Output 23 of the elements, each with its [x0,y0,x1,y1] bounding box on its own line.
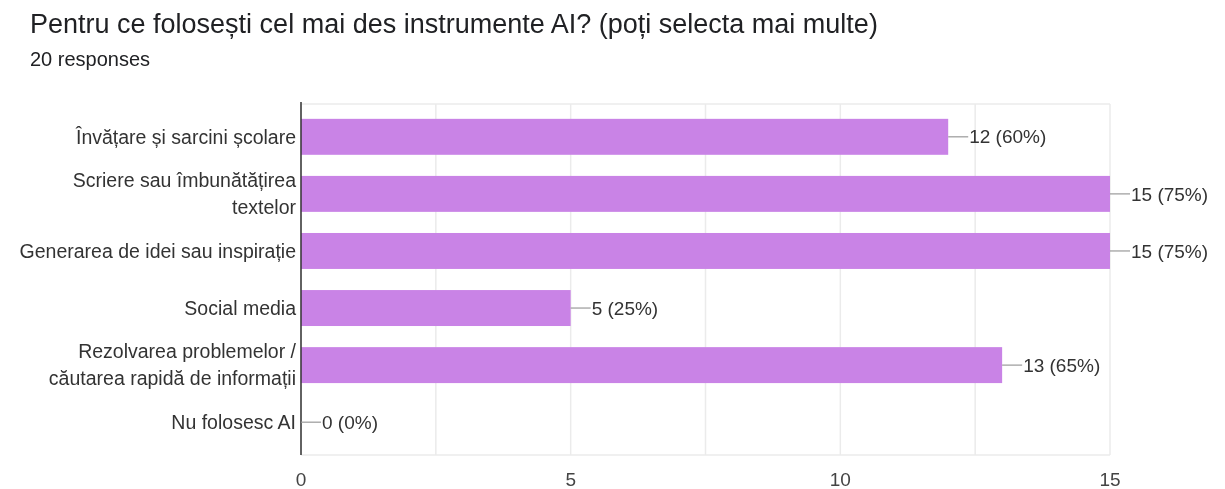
chart-title: Pentru ce folosești cel mai des instrumente AI? (poți selecta mai multe) [30,9,878,39]
y-tick-label: Social media [184,296,297,319]
bar [301,118,949,155]
data-label: 15 (75%) [1131,183,1209,205]
data-label: 15 (75%) [1131,240,1209,262]
data-label: 5 (25%) [591,297,659,319]
data-label: 0 (0%) [322,411,378,433]
y-tick-label: Scriere sau îmbunătățirea textelor [72,169,297,219]
data-label: 12 (60%) [969,126,1047,148]
data-label: 13 (65%) [1023,354,1101,376]
y-tick-label: Nu folosesc AI [171,411,296,434]
y-tick-label: Rezolvarea problemelor / căutarea rapidă de informații [48,340,297,390]
text: 20 responses [30,48,151,70]
y-tick-label: Învățare și sarcini școlare [74,125,296,148]
y-tick-label: Generarea de idei sau inspirație [19,239,296,262]
bar [301,347,1003,384]
bar [301,290,571,327]
bar [301,232,1110,269]
x-tick-label: 15 [1099,469,1121,489]
x-tick-label: 10 [829,469,851,489]
bar [301,175,1110,212]
x-tick-label: 0 [295,469,307,489]
x-tick-label: 5 [565,469,576,489]
